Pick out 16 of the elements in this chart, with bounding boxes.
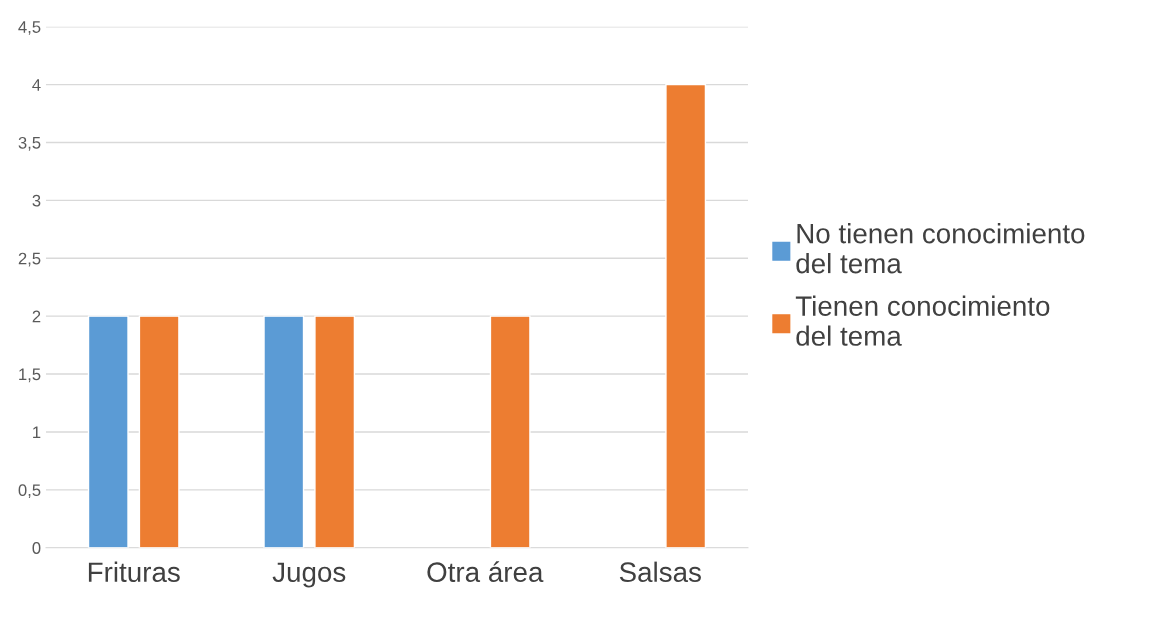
y-tick-label: 3 — [32, 194, 41, 207]
x-tick-label: Frituras — [88, 561, 180, 583]
y-tick-label: 0,5 — [18, 484, 41, 498]
y-tick-label: 1,5 — [19, 368, 41, 383]
legend-label: No tienen conocimiento del tema — [796, 223, 1085, 274]
legend-label: Tienen conocimiento del tema — [795, 295, 1050, 346]
y-tick-label: 4 — [32, 79, 41, 91]
y-tick-label: 4,5 — [18, 21, 41, 35]
y-tick-label: 1 — [33, 426, 41, 438]
y-tick-label: 0 — [32, 542, 41, 554]
y-tick-label: 2 — [32, 310, 41, 323]
y-tick-label: 2,5 — [18, 252, 41, 267]
x-tick-label: Otra área — [427, 561, 544, 583]
y-tick-label: 3,5 — [18, 136, 41, 151]
x-tick-label: Jugos — [272, 562, 346, 588]
x-tick-label: Salsas — [619, 561, 701, 583]
